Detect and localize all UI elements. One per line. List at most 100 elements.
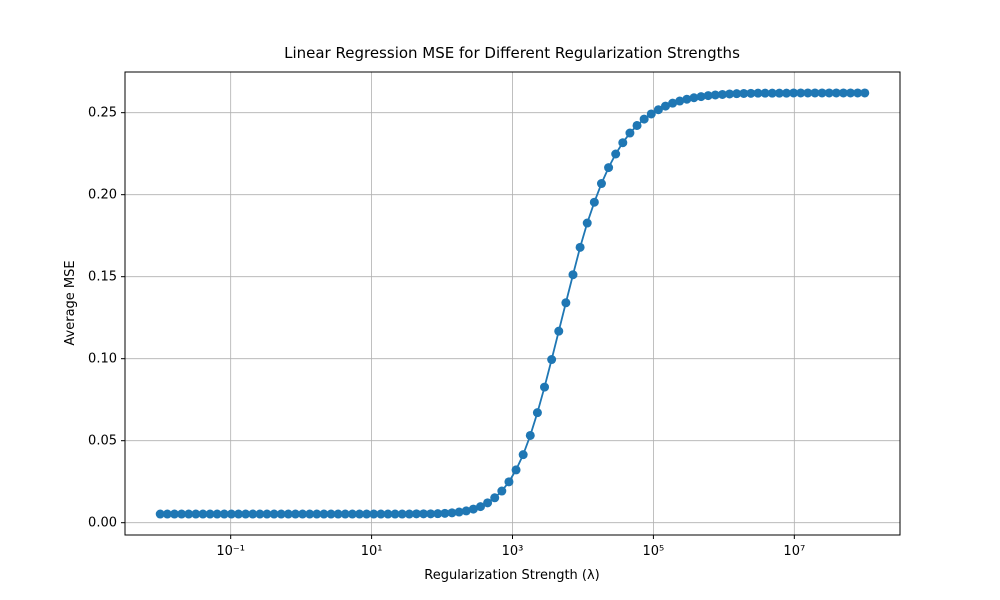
data-point [354, 509, 364, 519]
data-point [675, 96, 685, 106]
data-point [682, 94, 692, 104]
data-point [234, 509, 244, 519]
data-point [781, 88, 791, 98]
data-point [312, 509, 322, 519]
y-tick-label: 0.00 [88, 516, 117, 531]
data-point [604, 163, 614, 173]
data-point [504, 477, 514, 487]
data-point [582, 218, 592, 228]
data-point [532, 408, 542, 418]
y-tick-label: 0.10 [88, 352, 117, 367]
x-tick-label: 10⁷ [783, 544, 805, 559]
data-point [340, 509, 350, 519]
data-point [760, 88, 770, 98]
data-point [774, 88, 784, 98]
data-point [490, 493, 500, 503]
data-point [319, 509, 329, 519]
data-point [696, 92, 706, 102]
data-point [846, 88, 856, 98]
data-point [226, 509, 236, 519]
data-point [276, 509, 286, 519]
data-point [746, 88, 756, 98]
data-point [198, 509, 208, 519]
data-point [184, 509, 194, 519]
data-point [283, 509, 293, 519]
data-point [717, 89, 727, 99]
data-point [262, 509, 272, 519]
data-point [468, 504, 478, 514]
y-tick-label: 0.05 [88, 434, 117, 449]
data-point [518, 450, 528, 460]
data-point [689, 93, 699, 103]
data-point [668, 98, 678, 108]
data-point [248, 509, 258, 519]
data-point [419, 509, 429, 519]
data-point [860, 88, 870, 98]
y-tick-label: 0.20 [88, 188, 117, 203]
data-point [397, 509, 407, 519]
data-point [739, 88, 749, 98]
data-point [547, 355, 557, 365]
data-point [362, 509, 372, 519]
data-point [753, 88, 763, 98]
data-point [661, 101, 671, 111]
data-point [475, 502, 485, 512]
data-point [177, 509, 187, 519]
data-point [732, 89, 742, 99]
data-point [219, 509, 229, 519]
data-point [625, 128, 635, 138]
data-point [461, 506, 471, 516]
data-point [540, 382, 550, 392]
y-axis-label: Average MSE [63, 260, 78, 345]
data-point [618, 138, 628, 148]
data-point [525, 430, 535, 440]
data-point [155, 509, 165, 519]
x-axis-label: Regularization Strength (λ) [424, 568, 600, 583]
data-point [255, 509, 265, 519]
data-point [162, 509, 172, 519]
data-point [568, 270, 578, 280]
data-point [796, 88, 806, 98]
x-tick-label: 10³ [502, 544, 524, 559]
data-point [632, 120, 642, 130]
data-point [810, 88, 820, 98]
y-tick-label: 0.15 [88, 270, 117, 285]
data-point [241, 509, 251, 519]
data-point [831, 88, 841, 98]
data-point [205, 509, 215, 519]
data-point [511, 465, 521, 475]
data-point [383, 509, 393, 519]
chart-title: Linear Regression MSE for Different Regu… [284, 44, 740, 62]
data-point [376, 509, 386, 519]
x-tick-label: 10⁵ [643, 544, 665, 559]
data-point [767, 88, 777, 98]
data-point [646, 109, 656, 119]
data-point [589, 197, 599, 207]
data-point [326, 509, 336, 519]
data-point [191, 509, 201, 519]
data-point [426, 509, 436, 519]
data-point [554, 326, 564, 336]
data-point [298, 509, 308, 519]
data-point [824, 88, 834, 98]
plot-frame [124, 71, 901, 536]
data-point [596, 179, 606, 189]
data-point [454, 507, 464, 517]
data-point [269, 509, 279, 519]
data-point [290, 509, 300, 519]
data-point [333, 509, 343, 519]
data-point [838, 88, 848, 98]
data-point [483, 498, 493, 508]
data-point [433, 509, 443, 519]
data-point [561, 298, 571, 308]
data-point [725, 89, 735, 99]
data-point [789, 88, 799, 98]
data-point [653, 105, 663, 115]
y-tick-label: 0.25 [88, 106, 117, 121]
data-point [803, 88, 813, 98]
data-point [611, 149, 621, 159]
data-point [347, 509, 357, 519]
data-point [440, 508, 450, 518]
